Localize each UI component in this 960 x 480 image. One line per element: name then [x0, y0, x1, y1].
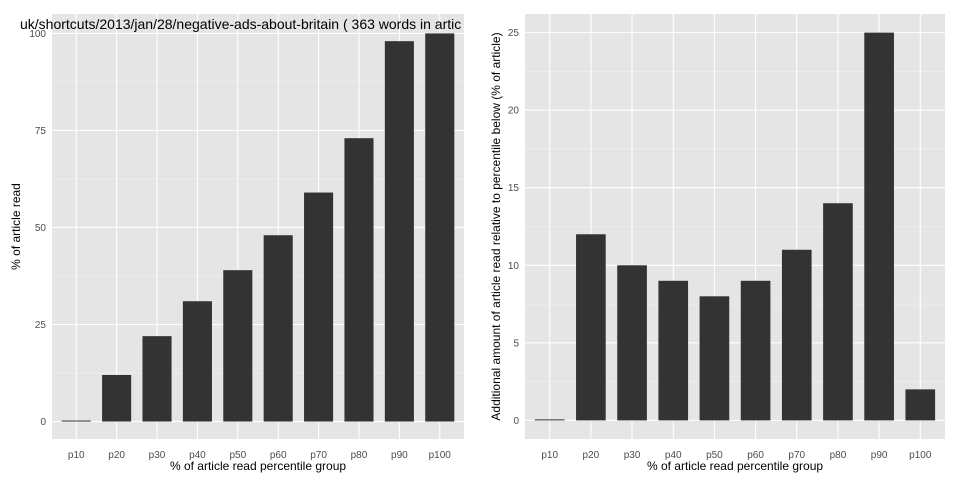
left-x-axis-title: % of article read percentile group: [170, 459, 346, 473]
bar-p20: [102, 374, 132, 422]
y-tick-label: 0: [513, 416, 519, 427]
y-tick-label: 20: [508, 106, 520, 117]
bar-p90: [864, 32, 894, 421]
x-tick-label: p20: [108, 450, 125, 461]
bar-p30: [617, 265, 647, 421]
bar-p70: [304, 192, 334, 422]
bar-p10: [534, 419, 565, 421]
bar-p100: [425, 33, 455, 422]
right-x-tick-labels: p10 p20 p30 p40 p50 p60 p70 p80 p90 p100: [541, 450, 931, 461]
x-tick-label: p100: [909, 450, 932, 461]
y-tick-label: 50: [35, 223, 47, 234]
x-tick-label: p70: [788, 450, 805, 461]
right-y-tick-labels: 0 5 10 15 20 25: [508, 28, 520, 427]
bar-p60: [263, 235, 293, 422]
bar-p10: [61, 420, 91, 422]
x-tick-label: p30: [624, 450, 641, 461]
x-tick-label: p90: [871, 450, 888, 461]
x-tick-label: p30: [149, 450, 166, 461]
y-tick-label: 75: [35, 126, 47, 137]
x-tick-label: p60: [270, 450, 287, 461]
right-y-axis-title: Additional amount of article read relati…: [489, 32, 503, 420]
bar-p60: [740, 280, 771, 421]
y-tick-label: 5: [513, 338, 519, 349]
bar-p90: [384, 41, 414, 422]
left-y-axis-title: % of article read: [9, 183, 23, 270]
bar-p40: [658, 280, 689, 421]
bar-p50: [699, 296, 730, 421]
right-bars: [534, 32, 936, 421]
left-chart-title: uk/shortcuts/2013/jan/28/negative-ads-ab…: [20, 16, 461, 32]
x-tick-label: p10: [541, 450, 558, 461]
bar-p50: [223, 270, 253, 422]
x-tick-label: p40: [665, 450, 682, 461]
left-y-tick-labels: 0 25 50 75 100: [29, 29, 46, 428]
x-tick-label: p20: [583, 450, 600, 461]
bar-p70: [781, 249, 812, 421]
y-tick-label: 100: [29, 29, 46, 40]
right-x-axis-title: % of article read percentile group: [647, 459, 823, 473]
x-tick-label: p10: [68, 450, 85, 461]
bar-p20: [576, 234, 606, 421]
bar-p80: [344, 138, 374, 422]
x-tick-label: p50: [706, 450, 723, 461]
left-bars: [61, 33, 455, 422]
x-tick-label: p70: [310, 450, 327, 461]
x-tick-label: p90: [391, 450, 408, 461]
x-tick-label: p100: [429, 450, 452, 461]
bar-p40: [182, 301, 212, 422]
y-tick-label: 0: [40, 417, 46, 428]
y-tick-label: 25: [508, 28, 520, 39]
bar-p30: [142, 336, 172, 422]
x-tick-label: p80: [830, 450, 847, 461]
x-tick-label: p80: [351, 450, 368, 461]
y-tick-label: 25: [35, 320, 47, 331]
y-tick-label: 15: [508, 183, 520, 194]
bar-p80: [823, 203, 853, 421]
bar-p100: [905, 389, 936, 421]
x-tick-label: p50: [229, 450, 246, 461]
left-x-tick-labels: p10 p20 p30 p40 p50 p60 p70 p80 p90 p100: [68, 450, 451, 461]
x-tick-label: p60: [747, 450, 764, 461]
y-tick-label: 10: [508, 261, 520, 272]
x-tick-label: p40: [189, 450, 206, 461]
